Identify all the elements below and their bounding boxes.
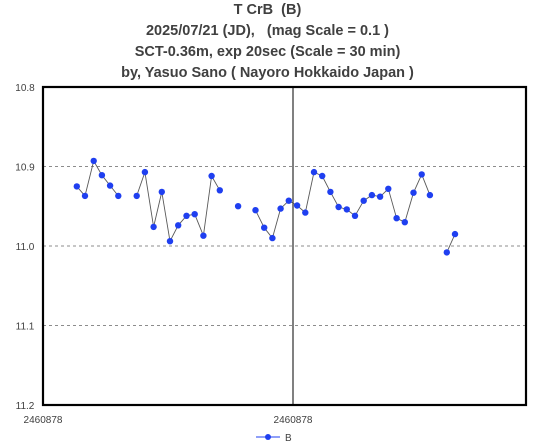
plot-area-frame	[41, 85, 528, 407]
y-tick-label: 10.8	[15, 83, 35, 94]
y-tick-label: 10.9	[15, 163, 35, 174]
y-tick-label: 11.0	[16, 242, 35, 253]
data-point	[73, 183, 81, 190]
data-point	[343, 206, 350, 213]
data-point	[418, 171, 425, 178]
data-point	[183, 212, 190, 219]
data-point	[393, 215, 400, 222]
data-point	[269, 234, 276, 242]
data-point	[410, 189, 417, 196]
title-line-4: by, Yasuo Sano ( Nayoro Hokkaido Japan )	[121, 65, 414, 81]
data-point	[285, 197, 292, 204]
y-tick-label: 11.1	[16, 322, 35, 333]
data-point	[106, 182, 114, 189]
data-point	[319, 172, 326, 180]
data-point	[310, 168, 318, 176]
data-point	[293, 202, 301, 209]
legend-label: B	[285, 433, 292, 444]
data-point	[451, 230, 459, 238]
data-point	[216, 187, 223, 194]
data-point	[158, 188, 165, 196]
data-point	[141, 168, 149, 176]
data-point	[426, 191, 434, 199]
data-point	[252, 207, 259, 214]
legend: B	[256, 433, 292, 444]
data-point	[302, 209, 309, 216]
x-tick-label: 2460878	[274, 415, 313, 426]
grid-lines	[43, 166, 526, 326]
x-axis-ticks: 2460878 2460878	[24, 415, 313, 426]
data-point	[443, 249, 450, 256]
series-b	[73, 157, 459, 256]
y-tick-label: 11.2	[16, 401, 35, 412]
data-point	[385, 185, 392, 192]
data-point	[98, 172, 106, 179]
y-axis-ticks: 10.8 10.9 11.0 11.1 11.2	[15, 83, 35, 412]
data-point	[261, 224, 268, 231]
series-line	[136, 171, 221, 243]
series-line	[446, 233, 456, 253]
legend-marker	[265, 434, 271, 440]
title-line-3: SCT-0.36m, exp 20sec (Scale = 30 min)	[134, 44, 401, 60]
chart-title: T CrB (B) 2025/07/21 (JD), (mag Scale = …	[0, 0, 535, 84]
data-point	[166, 238, 174, 245]
x-tick-label: 2460878	[24, 415, 63, 426]
data-point	[234, 203, 242, 210]
data-point	[335, 203, 342, 211]
data-point	[277, 205, 284, 212]
data-point	[191, 211, 198, 218]
data-point	[327, 188, 334, 196]
data-point	[175, 222, 182, 229]
data-point	[360, 197, 367, 204]
title-line-2: 2025/07/21 (JD), (mag Scale = 0.1 )	[145, 23, 389, 39]
data-point	[90, 157, 97, 165]
data-point	[401, 219, 408, 226]
data-point	[351, 212, 359, 219]
data-point	[115, 192, 122, 200]
data-point	[376, 193, 384, 200]
data-point	[208, 172, 215, 180]
data-point	[150, 223, 157, 231]
series-line	[255, 171, 431, 240]
data-point	[200, 232, 207, 239]
title-line-1: T CrB (B)	[233, 2, 302, 18]
data-point	[81, 192, 89, 200]
data-point	[368, 191, 376, 199]
data-point	[133, 192, 140, 200]
